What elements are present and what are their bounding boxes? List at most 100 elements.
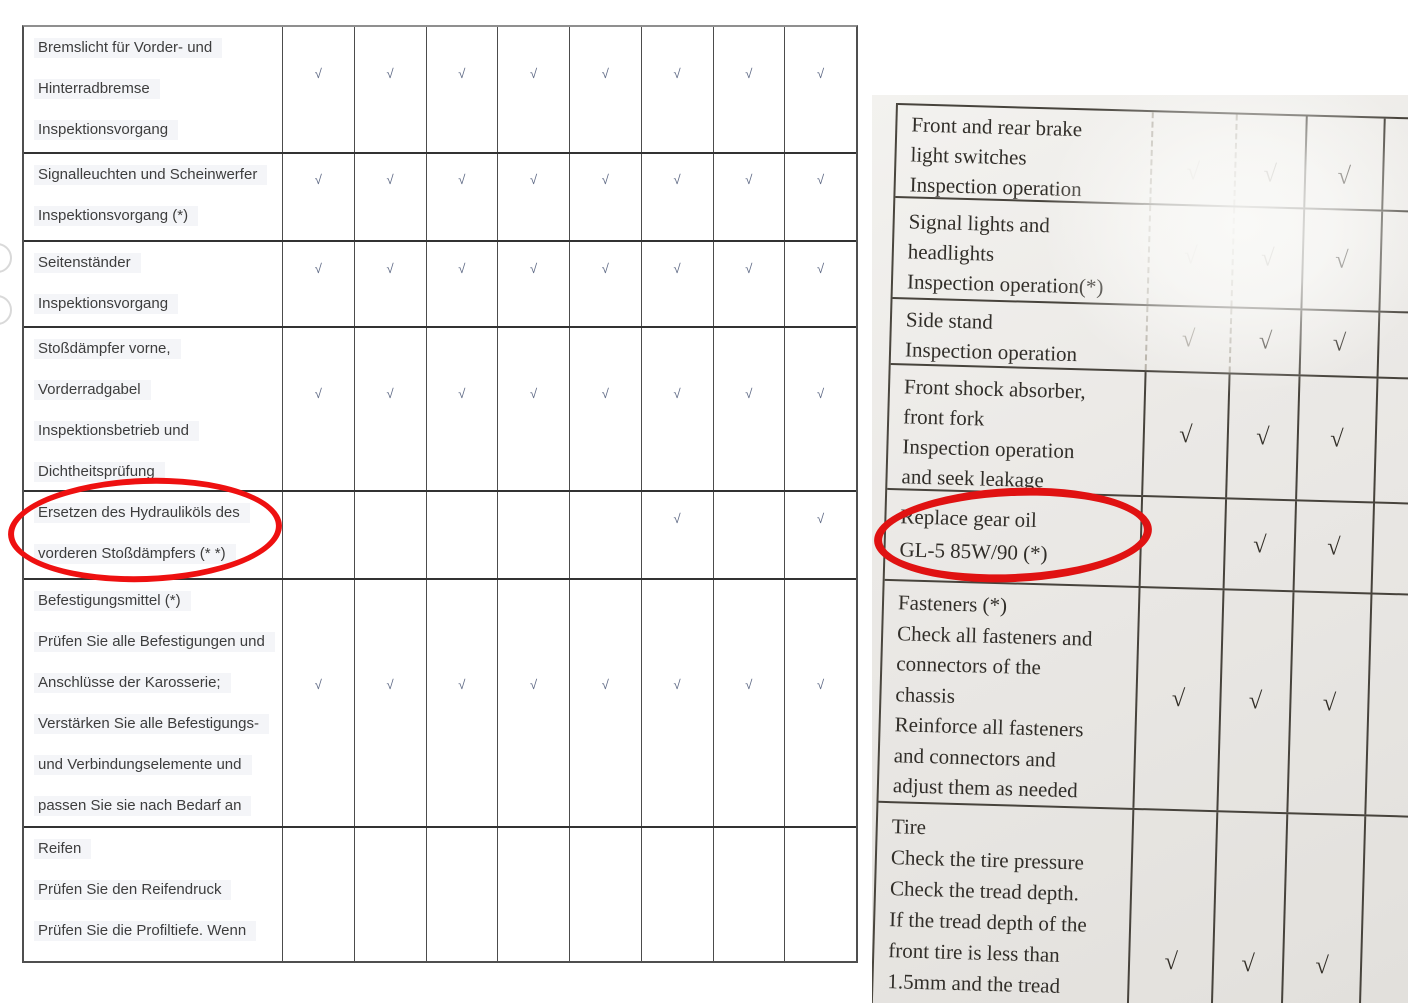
checkmark: √: [817, 386, 825, 401]
check-cell: [640, 828, 713, 961]
check-cell: √: [1125, 809, 1217, 1003]
row-text: passen Sie sie nach Bedarf an: [34, 796, 252, 816]
check-cell: [353, 492, 426, 578]
row-text: Hinterradbremse: [34, 79, 160, 99]
text-line: adjust them as needed: [892, 773, 1079, 803]
checkmark: √: [1248, 688, 1263, 715]
checkmark: √: [1315, 953, 1330, 980]
check-cell: [1381, 118, 1408, 214]
text-line: Reifen: [34, 828, 282, 869]
checkmark: √: [1171, 685, 1186, 713]
text-line: Prüfen Sie den Reifendruck: [34, 869, 282, 910]
row-text: Prüfen Sie alle Befestigungen und: [34, 632, 275, 652]
check-cell: √: [784, 328, 856, 490]
text-line: Vorderradgabel: [34, 369, 282, 410]
checkmark: √: [673, 386, 681, 401]
check-cell: √: [712, 580, 785, 826]
check-cell: √: [1230, 207, 1304, 309]
check-cell: √: [353, 242, 426, 326]
check-cell: √: [569, 154, 641, 240]
text-line: Inspektionsvorgang: [34, 283, 282, 324]
check-cell: √: [712, 154, 785, 240]
checkmark: √: [601, 386, 609, 401]
row-description: Signal lights and headlights Inspection op…: [893, 198, 1150, 304]
row-text: Befestigungsmittel (*): [34, 591, 191, 611]
row-description: Front shock absorber, front fork Inspectio…: [887, 365, 1144, 495]
check-cell: √: [712, 328, 785, 490]
checkmark: √: [673, 172, 681, 187]
check-cell: √: [425, 580, 498, 826]
checkmark: √: [1329, 425, 1344, 453]
row-description: Fasteners (*) Check all fasteners and conn…: [879, 581, 1139, 808]
check-cell: √: [497, 242, 569, 326]
checkmark: √: [745, 677, 753, 692]
checkmark: √: [386, 386, 394, 401]
checkmark: √: [1258, 328, 1273, 355]
check-cell: [497, 492, 569, 578]
check-cell: √: [353, 328, 426, 490]
text-line: vorderen Stoßdämpfers (* *): [34, 533, 282, 574]
text-line: Ersetzen des Hydrauliköls des: [34, 492, 282, 533]
table-row: Bremslicht für Vorder- und Hinterradbrems…: [24, 27, 856, 152]
check-cell: √: [784, 580, 856, 826]
checkmark: √: [1186, 159, 1201, 186]
check-cell: [425, 492, 498, 578]
checkmark: √: [458, 172, 466, 187]
text-line: Befestigungsmittel (*): [34, 580, 282, 621]
checkmark: √: [601, 172, 609, 187]
check-cell: √: [1209, 812, 1287, 1003]
check-cell: √: [640, 328, 713, 490]
checkmark: √: [817, 261, 825, 276]
check-cell: [1138, 496, 1226, 589]
checkmark: √: [817, 172, 825, 187]
checkmark: √: [817, 66, 825, 81]
checkmark: √: [1326, 533, 1341, 561]
checkmark: √: [530, 261, 538, 276]
check-cell: √: [1303, 116, 1384, 210]
text-line: Bremslicht für Vorder- und: [34, 27, 282, 68]
check-cell: √: [425, 242, 498, 326]
checkmark: √: [386, 172, 394, 187]
row-description: Signalleuchten und Scheinwerfer Inspektio…: [24, 154, 282, 240]
checkmark: √: [1255, 423, 1270, 451]
table-row: Ersetzen des Hydrauliköls des vorderen St…: [24, 490, 856, 578]
checkmark: √: [1241, 950, 1256, 978]
check-cell: √: [425, 27, 498, 152]
checkmark: √: [673, 677, 681, 692]
text-line: Inspection operation(*): [906, 269, 1104, 299]
checkmark: √: [530, 386, 538, 401]
row-description: Befestigungsmittel (*) Prüfen Sie alle Be…: [24, 580, 282, 826]
check-cell: √: [282, 328, 354, 490]
text-line: passen Sie sie nach Bedarf an: [34, 785, 282, 826]
check-cell: √: [497, 27, 569, 152]
text-line: Inspektionsvorgang: [34, 109, 282, 150]
row-text: Anschlüsse der Karosserie;: [34, 673, 231, 693]
checkmark: √: [386, 66, 394, 81]
checkmark: √: [314, 261, 322, 276]
checkmark: √: [530, 677, 538, 692]
check-cell: √: [353, 580, 426, 826]
check-cell: √: [1144, 306, 1231, 373]
row-text: und Verbindungselemente und: [34, 755, 252, 775]
checkmark: √: [1181, 326, 1196, 353]
check-cell: [712, 492, 785, 578]
row-text: Stoßdämpfer vorne,: [34, 339, 181, 359]
table-row: Stoßdämpfer vorne, Vorderradgabel Inspekti…: [24, 326, 856, 490]
checkmark: √: [1183, 242, 1198, 269]
table-row: Front and rear brake light switches Inspec…: [895, 103, 1408, 215]
check-cell: √: [640, 242, 713, 326]
check-cell: [425, 828, 498, 961]
check-cell: √: [640, 154, 713, 240]
check-cell: [1376, 312, 1408, 381]
text-line: Hinterradbremse: [34, 68, 282, 109]
checkmark: √: [1337, 163, 1352, 190]
checkmark: √: [673, 66, 681, 81]
checkmark: √: [1322, 690, 1337, 717]
check-cell: √: [1146, 205, 1234, 307]
check-cell: √: [784, 492, 856, 578]
check-cell: √: [1279, 814, 1365, 1003]
check-cell: √: [1295, 376, 1377, 502]
check-cell: √: [1292, 501, 1374, 593]
table-row: Front shock absorber, front fork Inspectio…: [887, 362, 1408, 507]
check-cell: [1364, 594, 1408, 819]
